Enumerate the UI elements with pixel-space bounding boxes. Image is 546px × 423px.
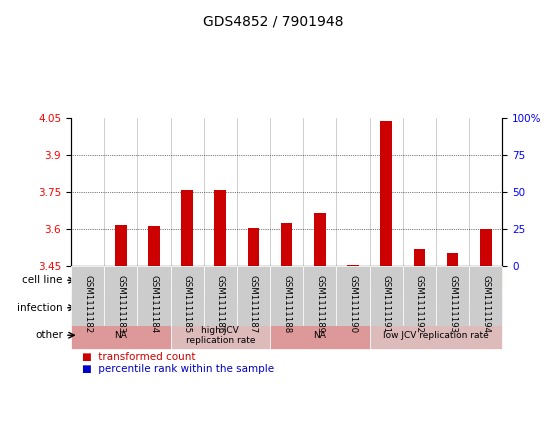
Text: cell line: cell line [22, 275, 63, 285]
Text: SVG 5F4 clone: SVG 5F4 clone [353, 276, 419, 285]
FancyBboxPatch shape [170, 266, 204, 326]
Bar [181, 190, 193, 266]
FancyBboxPatch shape [270, 294, 370, 321]
Bar [215, 190, 226, 266]
Bar [148, 226, 160, 266]
Text: GSM1111186: GSM1111186 [216, 275, 225, 334]
Text: GSM1111185: GSM1111185 [182, 275, 192, 334]
FancyBboxPatch shape [436, 266, 469, 326]
Text: GSM1111190: GSM1111190 [348, 275, 358, 333]
FancyBboxPatch shape [71, 266, 104, 326]
FancyBboxPatch shape [71, 294, 170, 321]
Bar [347, 265, 359, 266]
FancyBboxPatch shape [336, 266, 370, 326]
FancyBboxPatch shape [469, 266, 502, 326]
Text: JCV Mad-4 Strain: JCV Mad-4 Strain [398, 303, 474, 312]
Text: GSM1111193: GSM1111193 [448, 275, 457, 333]
Bar [381, 121, 392, 266]
Text: JCV Mad-4 Strain: JCV Mad-4 Strain [182, 303, 258, 312]
Text: GSM1111194: GSM1111194 [481, 275, 490, 333]
Text: ■  transformed count: ■ transformed count [82, 352, 195, 362]
FancyBboxPatch shape [138, 266, 170, 326]
Text: GSM1111184: GSM1111184 [150, 275, 158, 334]
Text: GDS4852 / 7901948: GDS4852 / 7901948 [203, 15, 343, 29]
FancyBboxPatch shape [71, 266, 270, 294]
FancyBboxPatch shape [370, 321, 502, 349]
Text: GSM1111189: GSM1111189 [316, 275, 324, 333]
Text: SVG 10B1 clone: SVG 10B1 clone [134, 276, 207, 285]
Bar [115, 225, 127, 266]
Text: mock: mock [109, 303, 133, 312]
FancyBboxPatch shape [403, 266, 436, 326]
Bar [447, 253, 458, 266]
Text: NA: NA [313, 331, 327, 340]
Text: GSM1111188: GSM1111188 [282, 275, 291, 334]
FancyBboxPatch shape [170, 294, 270, 321]
Text: GSM1111183: GSM1111183 [116, 275, 125, 334]
FancyBboxPatch shape [170, 321, 270, 349]
Text: infection: infection [17, 303, 63, 313]
Bar [248, 228, 259, 266]
FancyBboxPatch shape [303, 266, 336, 326]
FancyBboxPatch shape [270, 266, 303, 326]
FancyBboxPatch shape [370, 266, 403, 326]
Text: GSM1111187: GSM1111187 [249, 275, 258, 334]
FancyBboxPatch shape [204, 266, 237, 326]
Bar [281, 223, 293, 266]
FancyBboxPatch shape [237, 266, 270, 326]
Bar [480, 230, 491, 266]
FancyBboxPatch shape [270, 321, 370, 349]
FancyBboxPatch shape [104, 266, 138, 326]
Text: GSM1111182: GSM1111182 [83, 275, 92, 334]
Bar [413, 249, 425, 266]
Text: NA: NA [114, 331, 127, 340]
FancyBboxPatch shape [270, 266, 502, 294]
Text: other: other [35, 330, 63, 340]
Text: high JCV
replication rate: high JCV replication rate [186, 326, 255, 345]
Text: GSM1111191: GSM1111191 [382, 275, 391, 333]
Text: mock: mock [307, 303, 332, 312]
FancyBboxPatch shape [71, 321, 170, 349]
Text: GSM1111192: GSM1111192 [415, 275, 424, 333]
Text: ■  percentile rank within the sample: ■ percentile rank within the sample [82, 364, 274, 374]
FancyBboxPatch shape [370, 294, 502, 321]
Bar [314, 214, 325, 266]
Text: low JCV replication rate: low JCV replication rate [383, 331, 489, 340]
